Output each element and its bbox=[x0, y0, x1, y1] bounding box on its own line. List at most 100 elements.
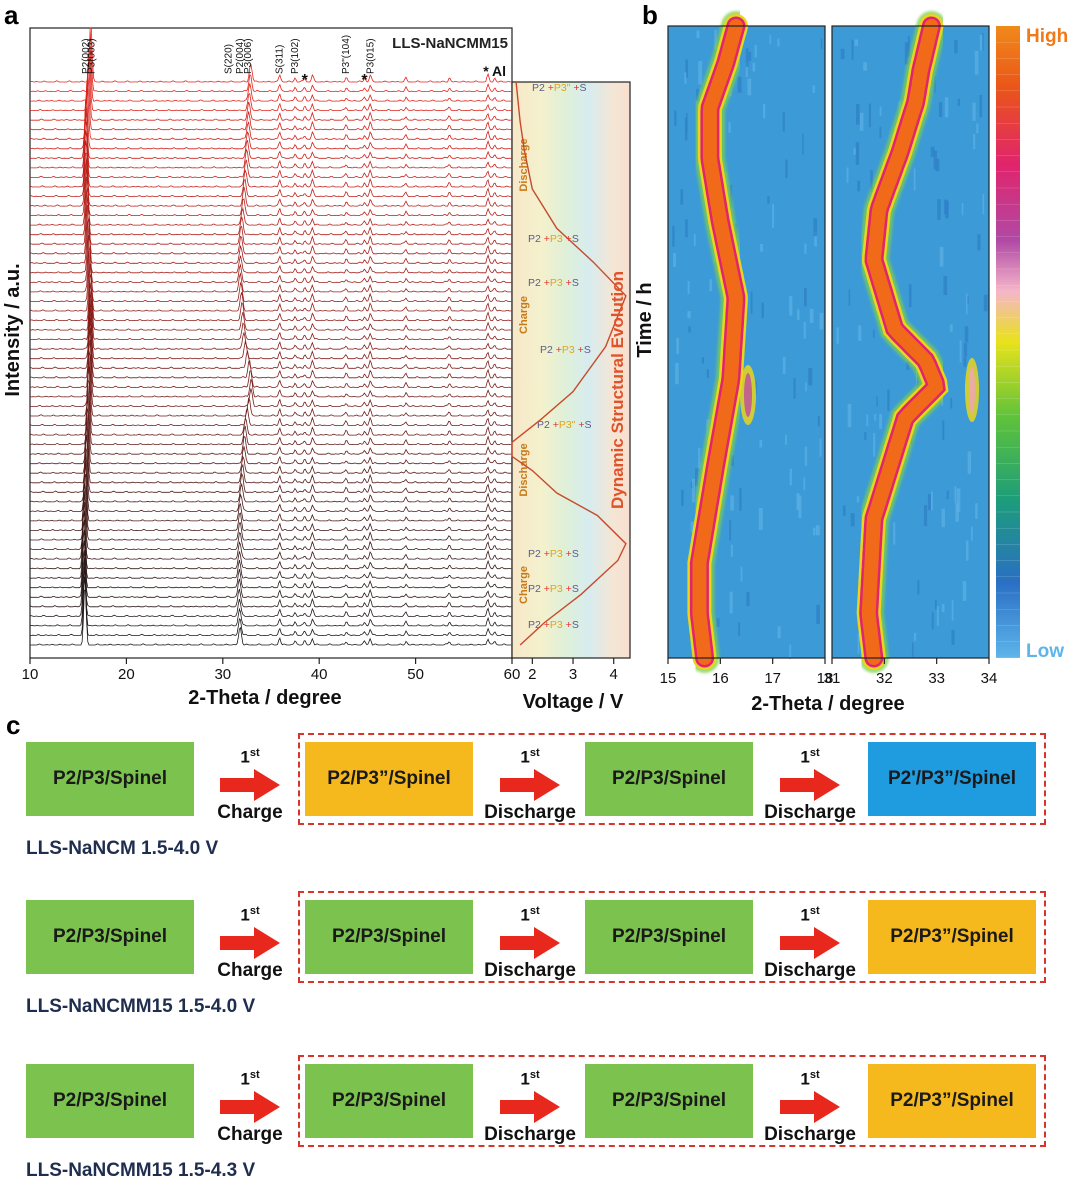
step-ordinal: 1st bbox=[800, 747, 820, 767]
xrd-pattern bbox=[29, 540, 512, 598]
heatmap-noise-streak bbox=[745, 62, 748, 78]
xrd-pattern bbox=[29, 511, 512, 570]
voltage-x-ticks: 2 3 4 bbox=[528, 658, 618, 683]
arrow-shape bbox=[500, 1090, 560, 1123]
heatmap-noise-streak bbox=[872, 329, 875, 338]
xrd-tick-label: 40 bbox=[311, 666, 328, 683]
xrd-pattern bbox=[29, 205, 512, 264]
phase-label-part: S bbox=[572, 583, 579, 595]
heatmap-noise-streak bbox=[956, 488, 961, 512]
phase-label-part: P3 bbox=[550, 277, 563, 289]
colorbar-low-label: Low bbox=[1026, 641, 1064, 662]
arrow-shape bbox=[500, 768, 560, 801]
step-arrow: 1st Discharge bbox=[760, 1066, 860, 1146]
phase-box-result: P2/P3”/Spinel bbox=[868, 1064, 1036, 1138]
heatmap-noise-streak bbox=[930, 146, 935, 158]
heatmap-noise-streak bbox=[706, 369, 709, 378]
arrow-icon bbox=[780, 926, 840, 959]
heatmap-tick-label: 16 bbox=[712, 670, 729, 687]
heatmap-noise-streak bbox=[950, 397, 953, 409]
heatmap-noise-streak bbox=[696, 88, 700, 101]
heatmap-noise-streak bbox=[966, 296, 969, 305]
phase-label-part: P2 bbox=[528, 619, 541, 631]
heatmap-noise-streak bbox=[963, 357, 967, 367]
heatmap-noise-streak bbox=[868, 103, 871, 128]
xrd-pattern bbox=[29, 356, 512, 417]
step-ordinal: 1st bbox=[240, 905, 260, 925]
xrd-pattern bbox=[30, 576, 512, 636]
panel-label-c: c bbox=[6, 710, 21, 740]
xrd-pattern bbox=[29, 263, 512, 322]
heatmap-noise-streak bbox=[789, 468, 792, 486]
heatmap-noise-streak bbox=[967, 451, 971, 474]
phase-label-part: + bbox=[563, 583, 572, 595]
xrd-x-ticks: 10 20 30 40 50 60 bbox=[22, 658, 521, 683]
phase-label-part: S bbox=[584, 344, 591, 356]
heatmap-noise-streak bbox=[979, 95, 983, 118]
voltage-tick-label: 4 bbox=[610, 666, 618, 683]
heatmap-noise-streak bbox=[906, 362, 910, 370]
heatmap-noise-streak bbox=[738, 622, 741, 637]
heatmap-noise-streak bbox=[848, 289, 851, 306]
arrow-icon bbox=[220, 768, 280, 801]
xrd-pattern bbox=[29, 68, 512, 131]
arrow-icon bbox=[220, 1090, 280, 1123]
peak-label: P3(003) bbox=[87, 38, 98, 74]
heatmap-noise-streak bbox=[933, 150, 938, 170]
heatmap-noise-streak bbox=[716, 618, 720, 627]
heatmap-noise-streak bbox=[908, 284, 912, 308]
heatmap-noise-streak bbox=[939, 247, 944, 267]
xrd-tick-label: 60 bbox=[504, 666, 521, 683]
right-secondary-peak-core bbox=[969, 366, 975, 414]
xrd-pattern bbox=[30, 217, 512, 274]
heatmap-noise-streak bbox=[949, 324, 953, 332]
xrd-pattern bbox=[30, 46, 512, 102]
heatmap-noise-streak bbox=[963, 343, 968, 357]
phase-label: P2 +P3 +S bbox=[528, 619, 579, 631]
xrd-pattern bbox=[29, 566, 512, 627]
heatmap-noise-streak bbox=[782, 111, 785, 132]
xrd-pattern bbox=[30, 100, 512, 159]
heatmap-noise-streak bbox=[674, 110, 677, 126]
heatmap-noise-streak bbox=[763, 103, 766, 119]
phase-label-part: " bbox=[572, 419, 576, 431]
heatmap-noise-streak bbox=[789, 295, 793, 316]
xrd-pattern bbox=[30, 350, 512, 407]
step-arrow: 1st Discharge bbox=[760, 744, 860, 824]
heatmap-noise-streak bbox=[935, 158, 940, 172]
arrow-shape bbox=[220, 1090, 280, 1123]
heatmap-noise-streak bbox=[965, 293, 968, 315]
heatmap-noise-streak bbox=[954, 39, 958, 54]
peak-label: P2(002) bbox=[81, 38, 92, 74]
phase-label-part: + bbox=[575, 344, 584, 356]
row-sample-label: LLS-NaNCMM15 1.5-4.0 V bbox=[26, 996, 256, 1017]
step-ordinal-suffix: st bbox=[249, 905, 260, 917]
phase-label-part: + bbox=[550, 419, 559, 431]
xrd-frame bbox=[29, 27, 513, 659]
xrd-y-axis-label: Intensity / a.u. bbox=[2, 263, 24, 396]
heatmap-noise-streak bbox=[974, 50, 979, 75]
xrd-pattern bbox=[30, 339, 512, 398]
heatmap-noise-streak bbox=[739, 488, 742, 511]
phase-label-part: P2 bbox=[532, 82, 545, 94]
step-action-label: Discharge bbox=[764, 959, 856, 981]
heatmap-noise-streak bbox=[815, 525, 820, 536]
heatmap-noise-streak bbox=[750, 291, 753, 314]
xrd-pattern bbox=[29, 413, 512, 474]
heatmap-noise-streak bbox=[688, 326, 691, 333]
phase-label-part: + bbox=[575, 419, 584, 431]
heatmap-noise-streak bbox=[955, 503, 959, 522]
step-action-label: Charge bbox=[217, 959, 283, 981]
xrd-pattern bbox=[30, 274, 512, 331]
phase-label-part: P3 bbox=[550, 548, 563, 560]
panel-label-b: b bbox=[642, 0, 658, 30]
xrd-pattern bbox=[30, 164, 512, 226]
phase-label-part: P2 bbox=[528, 233, 541, 245]
heatmap-noise-streak bbox=[982, 194, 985, 215]
step-action-label: Charge bbox=[217, 1123, 283, 1145]
dashed-group-frame bbox=[298, 891, 1046, 983]
phase-label-part: S bbox=[572, 619, 579, 631]
heatmap-noise-streak bbox=[808, 367, 813, 386]
heatmap-noise-streak bbox=[855, 104, 860, 125]
